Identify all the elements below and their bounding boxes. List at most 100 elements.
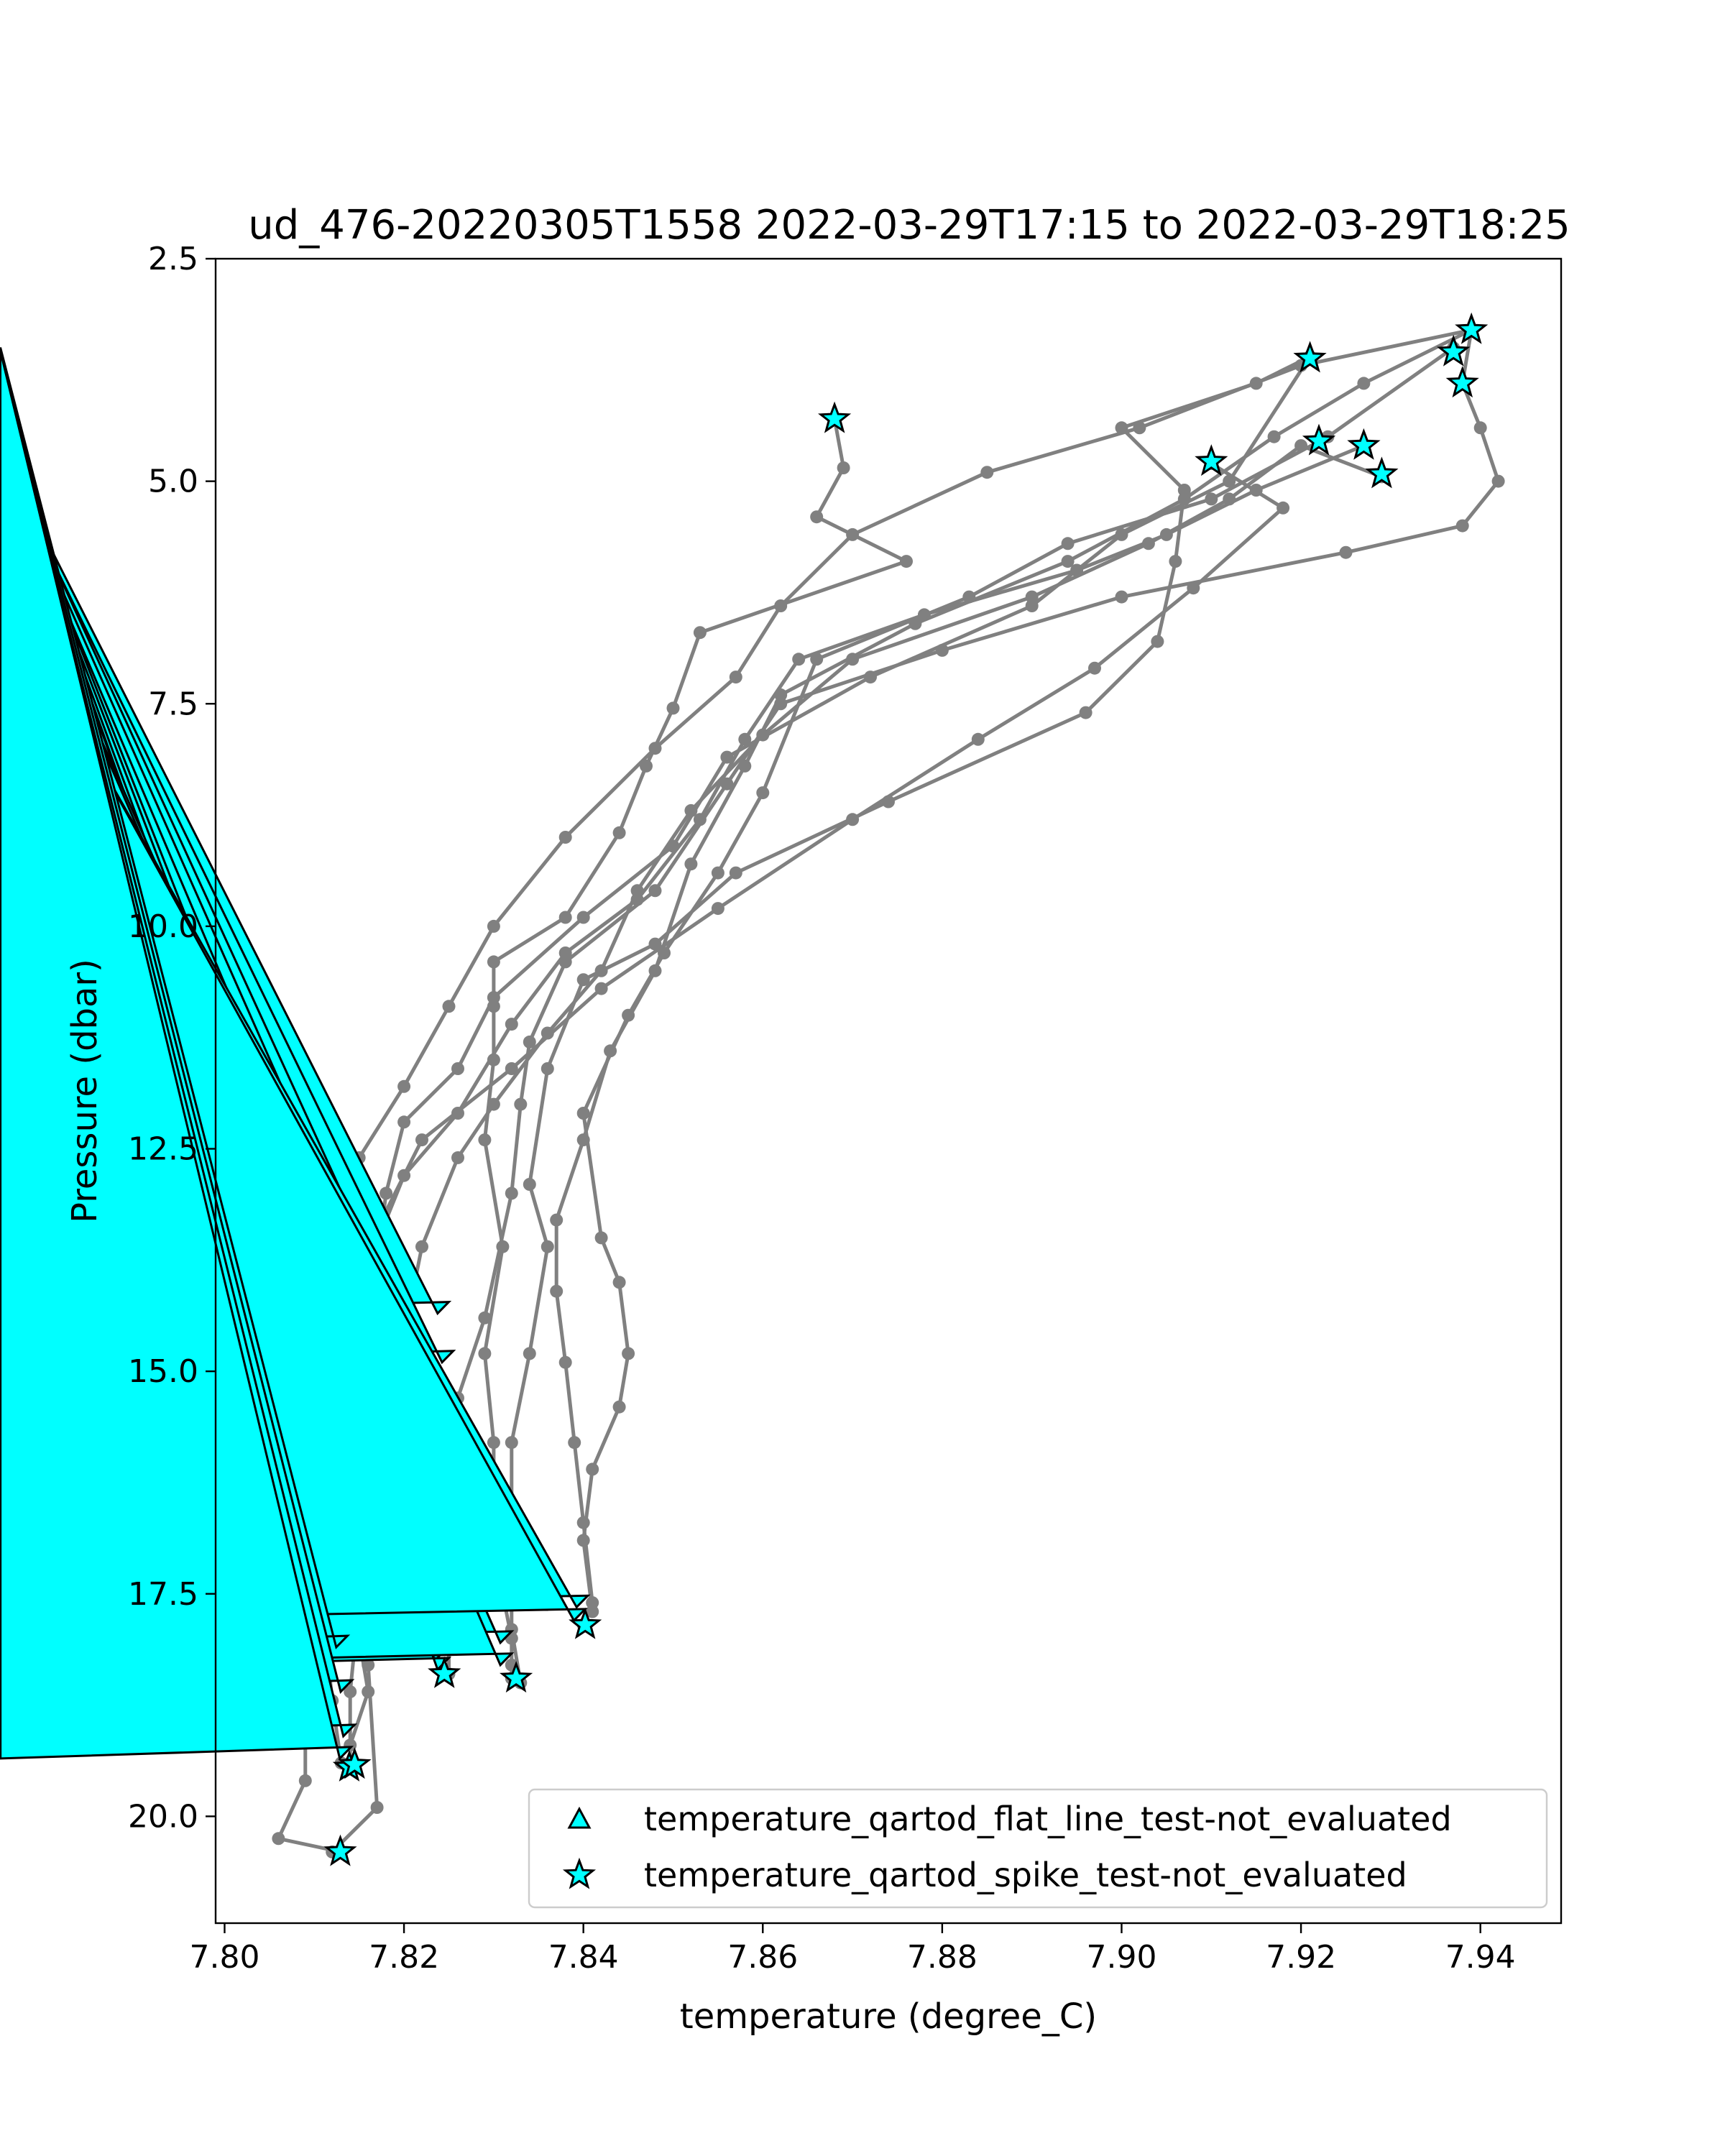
cast-9-point-10 <box>451 1062 464 1075</box>
flat-line-flag-marker-18 <box>0 351 354 1761</box>
cast-6-point-2 <box>1294 439 1308 453</box>
cast-4-point-18 <box>586 1605 599 1618</box>
cast-9-point-19 <box>370 1801 384 1814</box>
spike-flag-marker-2 <box>1293 341 1327 373</box>
cast-6-point-14 <box>415 1240 428 1253</box>
cast-2-point-11 <box>576 973 590 987</box>
cast-5-point-9 <box>774 697 788 711</box>
cast-9-point-9 <box>487 991 500 1004</box>
axes-frame <box>214 257 1563 1925</box>
spike-flag-marker-9 <box>1195 444 1228 476</box>
cast-9-point-11 <box>397 1115 411 1129</box>
legend-entry-spike: temperature_qartod_spike_test-not_evalua… <box>644 1856 1407 1894</box>
y-axis-label: Pressure (dbar) <box>65 959 105 1223</box>
y-tick-label-8: 20.0 <box>128 1798 198 1835</box>
cast-1-point-9 <box>558 911 572 924</box>
cast-9-point-8 <box>576 911 590 924</box>
cast-4-point-13 <box>612 1276 626 1289</box>
spike-flag-marker-5 <box>1445 366 1479 398</box>
plot-area <box>0 312 1505 1866</box>
cast-1-point-4 <box>900 555 913 568</box>
cast-4-point-6 <box>810 653 824 666</box>
cast-7-point-7 <box>738 732 752 746</box>
x-tick-label-8: 7.94 <box>1445 1939 1516 1976</box>
x-tick-label-2: 7.82 <box>369 1939 439 1976</box>
y-tick-label-3: 7.5 <box>148 686 198 722</box>
x-axis-label: temperature (degree_C) <box>680 1996 1097 2037</box>
cast-2-point-16 <box>505 1436 518 1450</box>
spike-flag-marker-1 <box>818 401 852 433</box>
y-axis: 2.5 5.0 7.5 10.0 12.5 15.0 17.5 20.0 <box>128 241 216 1835</box>
cast-6-point-6 <box>846 653 860 666</box>
cast-5-point-11 <box>648 884 662 898</box>
spike-flag-marker-8 <box>1365 456 1399 489</box>
y-tick-label-7: 17.5 <box>128 1576 198 1613</box>
cast-5-point-5 <box>1455 519 1469 533</box>
cast-2-point-13 <box>523 1178 536 1191</box>
cast-2-point-14 <box>540 1240 554 1253</box>
chart-title: ud_476-20220305T1558 2022-03-29T17:15 to… <box>248 202 1570 249</box>
y-tick-label-6: 15.0 <box>128 1353 198 1390</box>
spike-flag-marker-14 <box>338 1747 372 1779</box>
cast-5-point-7 <box>1115 590 1128 604</box>
cast-7-point-10 <box>558 946 572 959</box>
legend-entry-flat-line: temperature_qartod_flat_line_test-not_ev… <box>644 1800 1452 1838</box>
cast-line-4 <box>581 346 1455 1613</box>
cast-10-point-9 <box>558 831 572 844</box>
cast-1-point-2 <box>837 461 850 474</box>
cast-6-point-5 <box>1025 590 1039 604</box>
cast-8-point-3 <box>1187 581 1200 595</box>
cast-2-point-6 <box>1151 635 1164 648</box>
cast-5-point-3 <box>1473 421 1487 435</box>
cast-3-point-5 <box>1061 555 1075 568</box>
spike-flag-marker-10 <box>428 1656 461 1688</box>
cast-8-point-5 <box>971 732 985 746</box>
cast-4-point-17 <box>576 1534 590 1547</box>
cast-1-point-6 <box>666 701 680 715</box>
spike-flag-marker-7 <box>1347 428 1381 460</box>
cast-5-point-13 <box>523 1035 536 1049</box>
cast-3-point-16 <box>568 1436 581 1450</box>
cast-2-point-5 <box>1169 555 1182 568</box>
legend: temperature_qartod_flat_line_test-not_ev… <box>528 1788 1548 1909</box>
x-tick-label-6: 7.90 <box>1086 1939 1156 1976</box>
cast-7-point-5 <box>917 608 931 622</box>
cast-7-point-11 <box>505 1018 518 1031</box>
cast-7-point-9 <box>630 893 644 906</box>
cast-8-point-2 <box>1276 501 1290 515</box>
x-tick-label-3: 7.84 <box>548 1939 619 1976</box>
cast-3-point-3 <box>1267 430 1281 443</box>
cast-4-point-12 <box>594 1231 608 1245</box>
cast-4-point-10 <box>622 1008 635 1022</box>
cast-4-point-4 <box>1061 537 1075 550</box>
spike-flag-marker-6 <box>1302 423 1336 456</box>
cast-8-point-10 <box>415 1133 428 1147</box>
cast-8-point-7 <box>711 902 724 916</box>
cast-9-point-5 <box>864 671 877 684</box>
x-tick-label-1: 7.80 <box>189 1939 259 1976</box>
cast-6-point-19 <box>344 1685 357 1698</box>
cast-1-point-13 <box>478 1133 492 1147</box>
y-tick-label-5: 12.5 <box>128 1131 198 1168</box>
cast-8-point-6 <box>846 813 860 826</box>
cast-1-point-15 <box>478 1347 492 1360</box>
cast-2-point-15 <box>523 1347 536 1360</box>
cast-5-point-16 <box>478 1311 492 1325</box>
cast-10-point-7 <box>729 671 742 684</box>
cast-5-point-15 <box>505 1187 518 1200</box>
cast-6-point-12 <box>487 1097 500 1111</box>
cast-3-point-9 <box>684 857 698 871</box>
cast-10-point-21 <box>298 1774 312 1787</box>
legend-box <box>528 1788 1548 1909</box>
cast-3-point-2 <box>1357 377 1371 390</box>
x-tick-label-7: 7.92 <box>1266 1939 1336 1976</box>
cast-10-point-10 <box>487 919 500 933</box>
cast-5-point-4 <box>1491 474 1505 488</box>
cast-3-point-14 <box>550 1284 564 1298</box>
cast-10-point-11 <box>442 1000 456 1013</box>
cast-8-point-4 <box>1088 661 1101 675</box>
cast-1-point-16 <box>487 1436 500 1450</box>
cast-5-point-6 <box>1339 545 1353 559</box>
cast-2-point-4 <box>1177 484 1191 497</box>
cast-9-point-12 <box>380 1187 393 1200</box>
